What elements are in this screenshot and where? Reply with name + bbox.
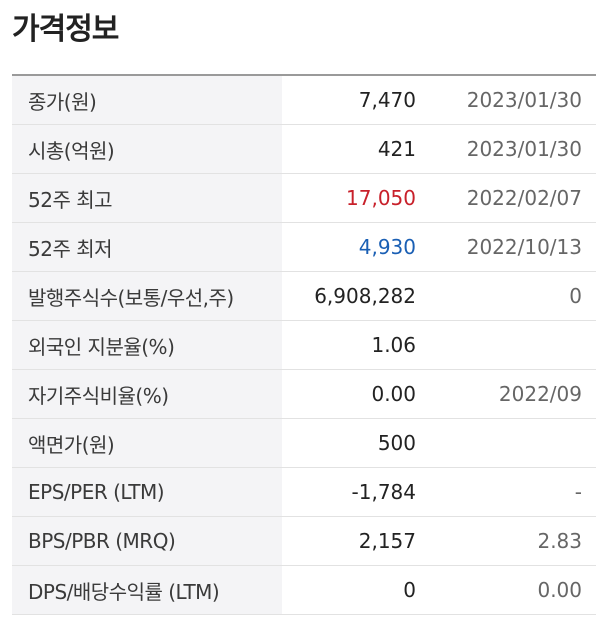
row-label: 외국인 지분율(%) xyxy=(12,321,282,369)
row-value-low: 4,930 xyxy=(358,235,416,259)
row-label: 액면가(원) xyxy=(12,419,282,467)
row-value: 421 xyxy=(377,137,416,161)
row-label: 시총(억원) xyxy=(12,125,282,173)
row-value: -1,784 xyxy=(351,480,416,504)
row-value: 6,908,282 xyxy=(314,284,416,308)
row-date: 2022/10/13 xyxy=(466,235,582,259)
row-label: 발행주식수(보통/우선,주) xyxy=(12,272,282,320)
price-info-table: 종가(원) 7,470 2023/01/30 시총(억원) 421 2023/0… xyxy=(12,74,596,615)
table-row-foreign-ownership: 외국인 지분율(%) 1.06 xyxy=(12,321,596,370)
row-date: 2022/09 xyxy=(498,382,582,406)
page-title: 가격정보 xyxy=(12,12,119,47)
table-row-dps-yield: DPS/배당수익률 (LTM) 0 0.00 xyxy=(12,566,596,615)
row-value: 7,470 xyxy=(358,88,416,112)
row-label: 자기주식비율(%) xyxy=(12,370,282,418)
row-label: 종가(원) xyxy=(12,76,282,124)
row-value: 500 xyxy=(377,431,416,455)
row-value: 0.00 xyxy=(371,382,416,406)
row-label: DPS/배당수익률 (LTM) xyxy=(12,566,282,614)
table-row-close-price: 종가(원) 7,470 2023/01/30 xyxy=(12,76,596,125)
row-label: 52주 최저 xyxy=(12,223,282,271)
table-row-par-value: 액면가(원) 500 xyxy=(12,419,596,468)
row-date: 2023/01/30 xyxy=(466,137,582,161)
row-date: 2022/02/07 xyxy=(466,186,582,210)
row-date: - xyxy=(574,480,582,504)
row-value: 2,157 xyxy=(358,529,416,553)
row-value: 1.06 xyxy=(371,333,416,357)
row-date: 0.00 xyxy=(537,578,582,602)
table-row-bps-pbr: BPS/PBR (MRQ) 2,157 2.83 xyxy=(12,517,596,566)
table-row-52w-low: 52주 최저 4,930 2022/10/13 xyxy=(12,223,596,272)
row-value-high: 17,050 xyxy=(346,186,416,210)
table-row-shares-outstanding: 발행주식수(보통/우선,주) 6,908,282 0 xyxy=(12,272,596,321)
row-date: 0 xyxy=(569,284,582,308)
row-label: EPS/PER (LTM) xyxy=(12,468,282,516)
row-label: BPS/PBR (MRQ) xyxy=(12,517,282,565)
table-row-market-cap: 시총(억원) 421 2023/01/30 xyxy=(12,125,596,174)
row-value: 0 xyxy=(403,578,416,602)
table-row-52w-high: 52주 최고 17,050 2022/02/07 xyxy=(12,174,596,223)
row-date: 2023/01/30 xyxy=(466,88,582,112)
table-row-treasury-stock: 자기주식비율(%) 0.00 2022/09 xyxy=(12,370,596,419)
table-row-eps-per: EPS/PER (LTM) -1,784 - xyxy=(12,468,596,517)
row-date: 2.83 xyxy=(537,529,582,553)
row-label: 52주 최고 xyxy=(12,174,282,222)
